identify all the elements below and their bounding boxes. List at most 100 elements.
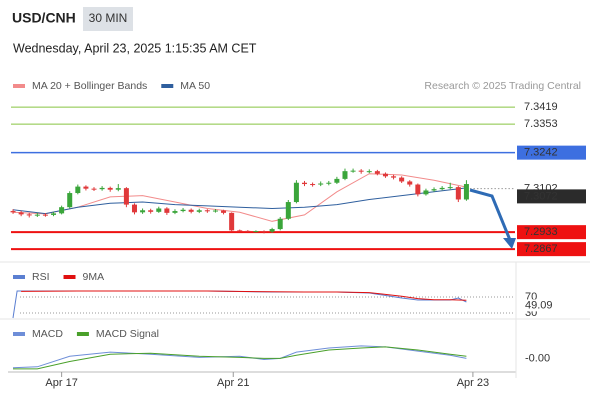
plot: MA 20 + Bollinger Bands MA 50 Research © 2…: [10, 80, 586, 389]
candle-body: [285, 202, 291, 219]
legend-swatch: [13, 84, 25, 88]
candle-body: [374, 171, 380, 174]
current-value-bg: [520, 352, 558, 365]
candle-body: [399, 177, 405, 182]
candle-body: [67, 193, 73, 208]
arrow-head: [503, 238, 516, 249]
indicator-line: [12, 173, 467, 222]
candle-body: [164, 208, 170, 213]
candle-body: [302, 182, 308, 185]
arrow-line: [469, 188, 512, 241]
candle-body: [204, 210, 210, 212]
candle-body: [229, 212, 235, 231]
candle-body: [326, 182, 332, 184]
candle-body: [212, 210, 218, 212]
legend-swatch: [76, 332, 89, 336]
candle-body: [382, 173, 388, 177]
candle-body: [91, 188, 97, 190]
level-label-box: [517, 225, 586, 240]
x-tick-label: Apr 21: [217, 377, 249, 389]
candle-body: [115, 188, 121, 190]
legend-label: MACD Signal: [96, 328, 159, 340]
candle-body: [310, 184, 316, 186]
legend-label: RSI: [32, 271, 50, 283]
candle-body: [293, 182, 299, 203]
candle-body: [423, 190, 429, 195]
candle-body: [26, 214, 32, 216]
candle-body: [180, 209, 186, 212]
candle-body: [140, 210, 146, 213]
legend-label: 9MA: [83, 271, 105, 283]
candle-body: [318, 183, 324, 185]
candle-body: [439, 187, 445, 190]
level-label: 7.3419: [524, 101, 558, 113]
legend-label: MACD: [32, 328, 63, 340]
level-label: 7.3242: [524, 147, 558, 159]
candle-body: [358, 170, 364, 172]
candle-body: [407, 181, 413, 185]
credit: Research © 2025 Trading Central: [424, 80, 581, 92]
candle-body: [415, 184, 421, 195]
level-label-box: [517, 242, 586, 257]
current-value: 49.09: [525, 299, 553, 311]
x-tick-label: Apr 17: [45, 377, 77, 389]
level-label-box: [517, 189, 586, 204]
candle-body: [253, 231, 259, 233]
legend-swatch: [161, 84, 174, 88]
indicator-line: [12, 345, 467, 369]
candle-body: [269, 229, 275, 232]
candle-body: [156, 208, 162, 212]
candle-body: [455, 187, 461, 200]
legend-label: MA 20 + Bollinger Bands: [32, 80, 147, 92]
candle-body: [34, 214, 40, 216]
candle-body: [107, 187, 113, 190]
candle-body: [366, 171, 372, 173]
candle-body: [334, 178, 340, 183]
candle-body: [196, 210, 202, 212]
candle-body: [148, 210, 154, 212]
current-value-bg: [520, 299, 558, 312]
candle-body: [431, 189, 437, 191]
symbol: USD/CNH: [12, 10, 76, 26]
x-tick-label: Apr 23: [457, 377, 489, 389]
candle-body: [237, 230, 243, 232]
indicator-line: [21, 290, 467, 301]
candle-body: [75, 186, 81, 194]
candle-body: [350, 170, 356, 172]
candle-body: [18, 212, 24, 215]
candle-body: [42, 214, 48, 216]
candle-body: [447, 187, 453, 189]
current-value: -0.00: [525, 352, 550, 364]
candle-body: [123, 188, 129, 205]
legend-swatch: [13, 275, 25, 279]
candle-body: [10, 211, 16, 213]
interval[interactable]: 30 MIN: [89, 11, 128, 25]
level-label: 7.3072: [524, 190, 558, 202]
candle-body: [172, 211, 178, 213]
candle-body: [99, 187, 105, 190]
candle-body: [277, 218, 283, 230]
candle-body: [51, 213, 57, 215]
legend-label: MA 50: [180, 80, 210, 92]
candle-body: [59, 207, 65, 214]
legend-swatch: [63, 275, 76, 279]
datetime: Wednesday, April 23, 2025 1:15:35 AM CET: [13, 41, 257, 55]
level-label-box: [517, 145, 586, 160]
candle-body: [188, 209, 194, 212]
candle-body: [131, 204, 137, 213]
candle-body: [463, 184, 469, 200]
level-label: 7.2867: [524, 243, 558, 255]
indicator-line: [13, 346, 467, 370]
candle-body: [342, 171, 348, 179]
forecast-arrow: [469, 188, 516, 249]
level-label: 7.2933: [524, 226, 558, 238]
candle-body: [261, 231, 267, 233]
level-label: 7.3353: [524, 118, 558, 130]
indicator-line: [12, 187, 467, 215]
candle-body: [221, 210, 227, 213]
candle-body: [391, 176, 397, 178]
interval-box[interactable]: [83, 7, 133, 31]
candle-body: [245, 230, 251, 232]
legend-swatch: [13, 332, 25, 336]
